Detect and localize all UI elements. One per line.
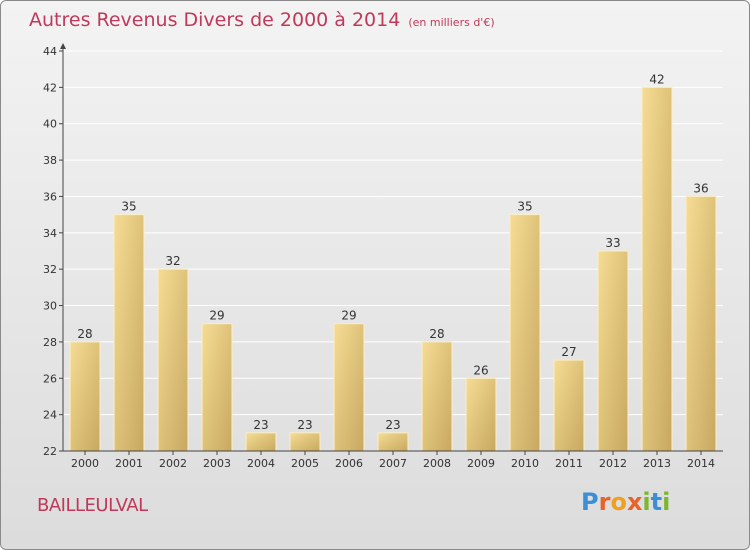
x-tick-label: 2000 bbox=[71, 457, 99, 470]
x-tick-label: 2004 bbox=[247, 457, 275, 470]
bar bbox=[201, 323, 233, 452]
data-label: 23 bbox=[297, 418, 312, 432]
data-label: 27 bbox=[561, 345, 576, 359]
x-tick-label: 2003 bbox=[203, 457, 231, 470]
logo-letter: t bbox=[650, 488, 663, 516]
y-tick-label: 30 bbox=[43, 300, 57, 313]
y-tick-label: 34 bbox=[43, 227, 57, 240]
logo-letter: r bbox=[598, 488, 611, 516]
x-tick-label: 2007 bbox=[379, 457, 407, 470]
bar bbox=[289, 432, 321, 452]
y-tick-label: 42 bbox=[43, 81, 57, 94]
x-tick-label: 2006 bbox=[335, 457, 363, 470]
data-label: 23 bbox=[385, 418, 400, 432]
bar bbox=[641, 86, 673, 452]
x-tick-label: 2005 bbox=[291, 457, 319, 470]
data-label: 28 bbox=[429, 327, 444, 341]
chart-subtitle: (en milliers d'€) bbox=[408, 16, 495, 29]
data-label: 33 bbox=[605, 236, 620, 250]
y-tick-label: 26 bbox=[43, 372, 57, 385]
bar bbox=[69, 341, 101, 452]
data-label: 35 bbox=[517, 200, 532, 214]
y-tick-label: 32 bbox=[43, 263, 57, 276]
data-label: 29 bbox=[341, 309, 356, 323]
bar bbox=[597, 250, 629, 452]
data-label: 42 bbox=[649, 72, 664, 86]
bar bbox=[553, 359, 585, 452]
data-label: 28 bbox=[77, 327, 92, 341]
data-label: 29 bbox=[209, 309, 224, 323]
bar bbox=[157, 268, 189, 452]
y-tick-label: 24 bbox=[43, 409, 57, 422]
y-tick-label: 36 bbox=[43, 190, 57, 203]
data-label: 26 bbox=[473, 363, 488, 377]
x-tick-label: 2011 bbox=[555, 457, 583, 470]
bar bbox=[685, 195, 717, 452]
bar bbox=[377, 432, 409, 452]
x-tick-label: 2010 bbox=[511, 457, 539, 470]
bar bbox=[421, 341, 453, 452]
chart-title-block: Autres Revenus Divers de 2000 à 2014 (en … bbox=[29, 9, 495, 31]
bar bbox=[333, 323, 365, 452]
chart-title: Autres Revenus Divers de 2000 à 2014 bbox=[29, 9, 401, 31]
proxiti-logo: Proxiti bbox=[581, 488, 670, 516]
y-tick-label: 44 bbox=[43, 45, 57, 58]
bar bbox=[465, 377, 497, 452]
bar bbox=[245, 432, 277, 452]
y-tick-label: 40 bbox=[43, 118, 57, 131]
y-tick-label: 22 bbox=[43, 445, 57, 458]
x-tick-label: 2013 bbox=[643, 457, 671, 470]
bar bbox=[113, 214, 145, 452]
y-tick-label: 38 bbox=[43, 154, 57, 167]
data-label: 32 bbox=[165, 254, 180, 268]
logo-letter: P bbox=[581, 488, 599, 516]
x-tick-label: 2012 bbox=[599, 457, 627, 470]
bar bbox=[509, 214, 541, 452]
data-label: 35 bbox=[121, 200, 136, 214]
logo-letter: i bbox=[662, 488, 671, 516]
x-tick-label: 2008 bbox=[423, 457, 451, 470]
y-tick-label: 28 bbox=[43, 336, 57, 349]
commune-name: BAILLEULVAL bbox=[37, 495, 148, 516]
logo-letter: i bbox=[642, 488, 651, 516]
x-tick-label: 2009 bbox=[467, 457, 495, 470]
data-label: 36 bbox=[693, 181, 708, 195]
x-tick-label: 2014 bbox=[687, 457, 715, 470]
data-label: 23 bbox=[253, 418, 268, 432]
y-axis-arrow bbox=[60, 43, 66, 49]
logo-letter: x bbox=[626, 488, 643, 516]
x-tick-label: 2001 bbox=[115, 457, 143, 470]
logo-letter: o bbox=[610, 488, 627, 516]
x-tick-label: 2002 bbox=[159, 457, 187, 470]
